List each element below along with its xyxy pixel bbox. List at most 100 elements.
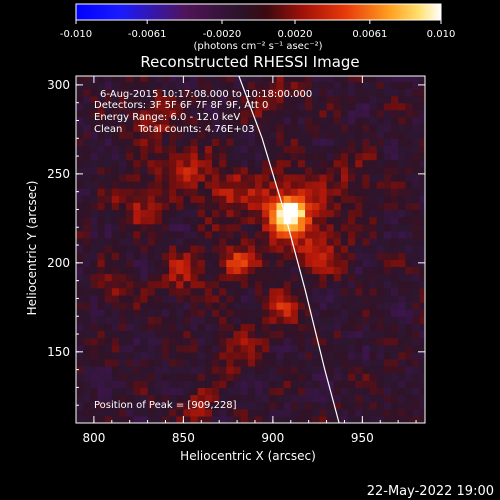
heatmap-cell <box>183 337 192 346</box>
heatmap-cell <box>319 95 328 104</box>
heatmap-cell <box>97 366 106 374</box>
heatmap-cell <box>333 401 342 410</box>
heatmap-cell <box>348 337 356 346</box>
heatmap-cell <box>283 166 292 175</box>
heatmap-cell <box>212 252 220 260</box>
heatmap-cell <box>97 252 106 260</box>
heatmap-cell <box>126 181 134 189</box>
heatmap-cell <box>204 76 213 82</box>
heatmap-cell <box>340 287 349 296</box>
heatmap-cell <box>383 166 392 175</box>
heatmap-cell <box>126 195 134 203</box>
heatmap-cell <box>419 124 425 132</box>
heatmap-cell <box>212 394 220 403</box>
heatmap-cell <box>283 76 292 82</box>
heatmap-cell <box>204 209 213 218</box>
heatmap-cell <box>111 337 120 346</box>
heatmap-cell <box>419 380 425 388</box>
heatmap-cell <box>319 245 328 253</box>
heatmap-cell <box>83 394 91 403</box>
heatmap-cell <box>212 138 220 146</box>
heatmap-cell <box>247 259 256 267</box>
heatmap-cell <box>154 216 163 225</box>
heatmap-cell <box>154 323 163 331</box>
heatmap-cell <box>376 109 385 118</box>
heatmap-cell <box>319 351 328 360</box>
heatmap-cell <box>119 81 127 89</box>
heatmap-cell <box>255 181 263 189</box>
heatmap-cell <box>126 95 134 104</box>
heatmap-cell <box>340 188 349 196</box>
heatmap-cell <box>97 259 106 267</box>
heatmap-cell <box>226 415 235 423</box>
heatmap-cell <box>305 351 313 360</box>
heatmap-cell <box>355 173 363 182</box>
heatmap-cell <box>83 380 91 388</box>
heatmap-cell <box>262 373 270 381</box>
heatmap-cell <box>247 415 256 423</box>
heatmap-cell <box>83 415 91 423</box>
heatmap-cell <box>83 302 91 310</box>
heatmap-cell <box>405 152 414 161</box>
heatmap-cell <box>176 152 184 161</box>
heatmap-cell <box>176 173 184 182</box>
heatmap-cell <box>240 202 249 210</box>
heatmap-cell <box>204 387 213 396</box>
heatmap-cell <box>405 294 414 303</box>
heatmap-cell <box>255 387 263 396</box>
heatmap-cell <box>119 351 127 360</box>
heatmap-cell <box>319 124 328 132</box>
heatmap-cell <box>219 124 227 132</box>
heatmap-cell <box>161 102 170 111</box>
heatmap-cell <box>333 237 342 246</box>
heatmap-cell <box>269 245 278 253</box>
heatmap-cell <box>154 124 163 132</box>
heatmap-cell <box>133 209 142 218</box>
heatmap-cell <box>276 181 285 189</box>
heatmap-cell <box>276 173 285 182</box>
heatmap-cell <box>226 181 235 189</box>
heatmap-cell <box>297 124 306 132</box>
heatmap-cell <box>369 223 378 232</box>
heatmap-cell <box>305 323 313 331</box>
heatmap-cell <box>297 387 306 396</box>
heatmap-cell <box>355 330 363 339</box>
heatmap-cell <box>90 316 99 324</box>
heatmap-cell <box>297 152 306 161</box>
heatmap-cell <box>219 351 227 360</box>
heatmap-cell <box>255 266 263 275</box>
heatmap-cell <box>204 344 213 353</box>
heatmap-cell <box>219 76 227 82</box>
heatmap-cell <box>255 223 263 232</box>
heatmap-cell <box>348 88 356 97</box>
heatmap-cell <box>312 415 320 423</box>
heatmap-cell <box>133 302 142 310</box>
heatmap-cell <box>240 159 249 168</box>
heatmap-cell <box>255 124 263 132</box>
heatmap-cell <box>90 116 99 125</box>
heatmap-cell <box>391 380 399 388</box>
heatmap-cell <box>348 166 356 175</box>
heatmap-cell <box>290 102 299 111</box>
heatmap-cell <box>419 195 425 203</box>
heatmap-cell <box>212 223 220 232</box>
heatmap-cell <box>333 166 342 175</box>
heatmap-cell <box>204 95 213 104</box>
heatmap-cell <box>355 102 363 111</box>
heatmap-cell <box>312 273 320 282</box>
heatmap-cell <box>283 209 292 218</box>
heatmap-cell <box>183 88 192 97</box>
heatmap-cell <box>76 302 84 310</box>
heatmap-cell <box>412 330 421 339</box>
heatmap-cell <box>283 316 292 324</box>
heatmap-cell <box>133 124 142 132</box>
heatmap-cell <box>204 330 213 339</box>
heatmap-cell <box>391 188 399 196</box>
heatmap-cell <box>183 330 192 339</box>
heatmap-cell <box>383 266 392 275</box>
heatmap-cell <box>326 195 335 203</box>
heatmap-cell <box>240 358 249 367</box>
heatmap-cell <box>340 116 349 125</box>
heatmap-cell <box>111 245 120 253</box>
heatmap-cell <box>419 387 425 396</box>
